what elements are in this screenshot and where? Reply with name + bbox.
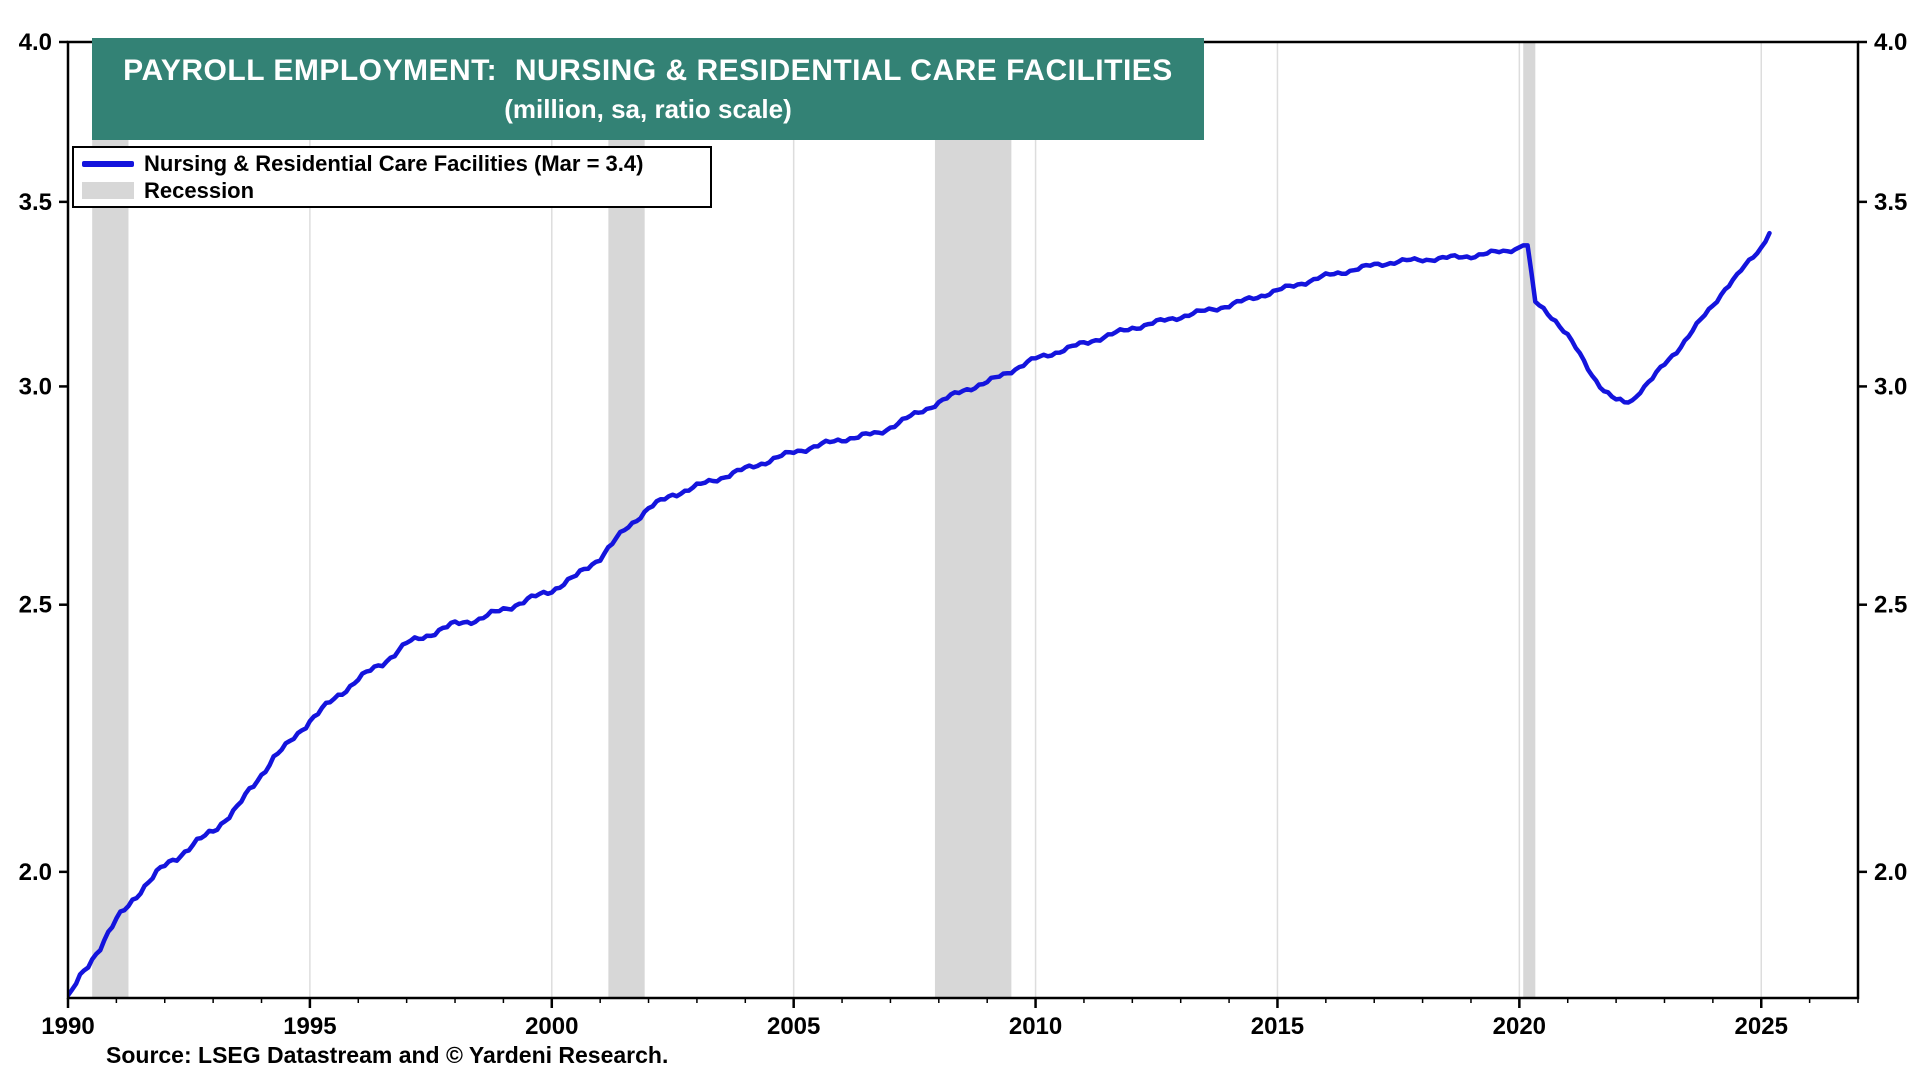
legend-box: Nursing & Residential Care Facilities (M… (72, 146, 712, 208)
y-axis-label-left: 3.5 (19, 189, 52, 216)
recession-band (1523, 42, 1536, 998)
x-axis-label: 2025 (1735, 1013, 1788, 1040)
y-axis-label-right: 2.0 (1874, 859, 1907, 886)
y-axis-label-right: 2.5 (1874, 592, 1907, 619)
y-axis-label-left: 3.0 (19, 373, 52, 400)
y-axis-label-left: 2.5 (19, 592, 52, 619)
recession-swatch (82, 182, 134, 199)
y-axis-label-right: 4.0 (1874, 29, 1907, 56)
legend-series-row: Nursing & Residential Care Facilities (M… (82, 150, 710, 177)
x-axis-label: 2000 (525, 1013, 578, 1040)
x-axis-label: 1990 (41, 1013, 94, 1040)
legend-series-label: Nursing & Residential Care Facilities (M… (144, 150, 644, 176)
y-axis-label-right: 3.5 (1874, 189, 1907, 216)
x-axis-label: 2015 (1251, 1013, 1304, 1040)
source-text: Source: LSEG Datastream and © Yardeni Re… (106, 1042, 669, 1068)
y-axis-label-right: 3.0 (1874, 373, 1907, 400)
y-axis-label-left: 4.0 (19, 29, 52, 56)
x-axis-label: 2005 (767, 1013, 820, 1040)
recession-band (934, 42, 1012, 998)
legend-recession-label: Recession (144, 177, 255, 203)
x-axis-label: 2010 (1009, 1013, 1062, 1040)
legend-recession-row: Recession (82, 177, 710, 204)
title-banner: PAYROLL EMPLOYMENT: NURSING & RESIDENTIA… (92, 38, 1204, 140)
series-line (68, 230, 1772, 998)
y-axis-label-left: 2.0 (19, 859, 52, 886)
x-axis-label: 2020 (1493, 1013, 1546, 1040)
x-axis-label: 1995 (283, 1013, 336, 1040)
series-line-swatch (82, 160, 134, 167)
chart-title: PAYROLL EMPLOYMENT: NURSING & RESIDENTIA… (123, 53, 1173, 87)
chart-subtitle: (million, sa, ratio scale) (504, 93, 792, 124)
